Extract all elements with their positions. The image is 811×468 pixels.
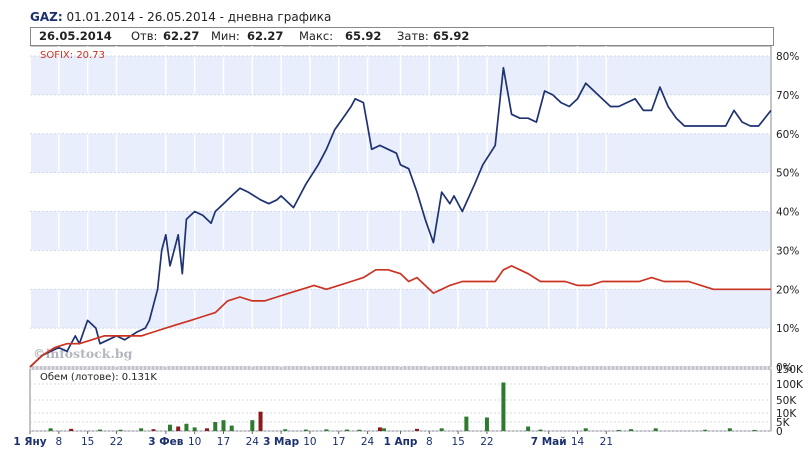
y-tick-label: 80% [776, 51, 799, 63]
volume-bar [118, 429, 123, 431]
volume-bar [583, 428, 588, 431]
summary-open-value: 62.27 [163, 29, 200, 43]
y-tick-label: 0% [776, 362, 793, 374]
volume-bar [377, 427, 382, 431]
volume-bar [357, 429, 362, 431]
sofix-label: SOFIX: 20.73 [40, 50, 105, 61]
y-tick-label: 60% [776, 129, 799, 141]
x-tick-label: 14 [571, 436, 585, 448]
series-line-sofix [29, 265, 771, 368]
x-tick-label: 24 [246, 436, 260, 448]
summary-open-label: Отв: [131, 29, 158, 43]
x-tick-label: 8 [55, 436, 62, 448]
summary-high-label: Макс: [299, 29, 334, 43]
volume-bar [439, 428, 444, 431]
volume-bar [324, 429, 329, 431]
volume-bar [629, 429, 634, 431]
x-tick-label: 22 [110, 436, 123, 448]
y-tick-label: 70% [776, 90, 799, 102]
x-tick-label: 1 Яну [13, 436, 46, 448]
x-tick-label: 15 [451, 436, 464, 448]
summary-bar: 26.05.2014 Отв: 62.27 Мин: 62.27 Макс: 6… [30, 27, 774, 46]
y-tick-label: 10% [776, 323, 799, 335]
summary-date: 26.05.2014 [39, 29, 112, 43]
summary-low-value: 62.27 [247, 29, 284, 43]
x-tick-label: 8 [426, 436, 433, 448]
volume-bar [151, 429, 156, 431]
volume-bar [526, 426, 531, 431]
volume-bar [382, 428, 387, 431]
y-tick-label: 40% [776, 207, 799, 219]
volume-bar [616, 429, 621, 431]
x-tick-label: 17 [217, 436, 230, 448]
x-tick-label: 1 Апр [384, 436, 418, 448]
x-tick-label: 10 [188, 436, 201, 448]
volume-bar [538, 429, 543, 431]
volume-bar [464, 416, 469, 431]
series-line-gaz [29, 66, 772, 368]
volume-bar [69, 428, 74, 431]
volume-bar [250, 420, 255, 431]
volume-tick-label: 0 [776, 426, 783, 438]
volume-bar [176, 426, 181, 431]
volume-tick-label: 50K [776, 395, 797, 407]
volume-bar [213, 422, 218, 431]
volume-bar [48, 428, 53, 431]
volume-bar [752, 429, 757, 431]
x-tick-label: 7 Май [531, 436, 567, 448]
x-tick-label: 10 [303, 436, 316, 448]
ticker-label: GAZ: [30, 10, 63, 24]
volume-bar [167, 424, 172, 431]
volume-bar [414, 428, 419, 431]
x-tick-label: 21 [600, 436, 613, 448]
volume-bar [283, 429, 288, 431]
volume-bar [303, 429, 308, 431]
volume-title: Обем (лотове): 0.131K [40, 372, 157, 383]
volume-tick-label: 5K [776, 417, 791, 429]
volume-bar [221, 420, 226, 431]
summary-high-value: 65.92 [345, 29, 382, 43]
x-tick-label: 17 [332, 436, 345, 448]
volume-tick-label: 150K [776, 364, 804, 376]
summary-low-label: Мин: [211, 29, 240, 43]
x-tick-label: 22 [480, 436, 493, 448]
y-tick-label: 30% [776, 245, 799, 257]
chart-header: GAZ: 01.01.2014 - 26.05.2014 - дневна гр… [30, 10, 331, 24]
y-tick-label: 50% [776, 168, 799, 180]
summary-close-label: Затв: [397, 29, 429, 43]
volume-bar [139, 428, 144, 431]
volume-tick-label: 10K [776, 408, 797, 420]
volume-bar [727, 428, 732, 431]
volume-bar [703, 429, 708, 431]
watermark: ©infostock.bg [33, 346, 133, 361]
volume-bar [205, 428, 210, 431]
volume-bar [229, 425, 234, 431]
volume-bar [501, 382, 506, 431]
period-label: 01.01.2014 - 26.05.2014 - дневна графика [66, 10, 332, 24]
volume-bar [653, 428, 658, 431]
volume-tick-label: 100K [776, 379, 804, 391]
y-tick-label: 20% [776, 284, 799, 296]
volume-bar [344, 429, 349, 431]
volume-bar [258, 411, 263, 431]
volume-bar [184, 423, 189, 431]
volume-bar [97, 429, 102, 431]
x-tick-label: 15 [81, 436, 94, 448]
x-tick-label: 24 [361, 436, 375, 448]
x-tick-label: 3 Мар [263, 436, 299, 448]
x-tick-label: 3 Фев [148, 436, 183, 448]
volume-bar [484, 417, 489, 431]
summary-close-value: 65.92 [433, 29, 470, 43]
volume-bar [192, 427, 197, 431]
